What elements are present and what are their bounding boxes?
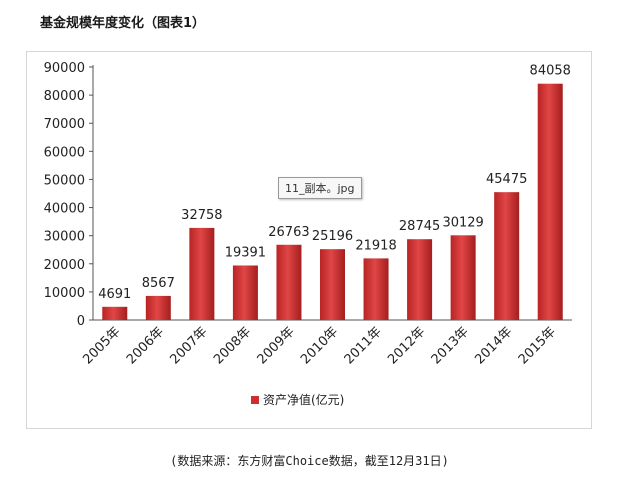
x-tick-label: 2007年	[167, 324, 210, 367]
x-tick-label: 2010年	[298, 324, 341, 367]
bar-value-label: 30129	[442, 215, 483, 230]
bar-value-label: 4691	[98, 287, 131, 302]
x-tick-label: 2013年	[429, 324, 472, 367]
legend-label: 资产净值(亿元)	[263, 392, 344, 407]
bar-value-label: 84058	[530, 64, 571, 79]
x-tick-label: 2006年	[124, 324, 167, 367]
bar-2007年	[189, 227, 215, 320]
chart-heading: 基金规模年度变化（图表1）	[40, 16, 206, 31]
bar-2010年	[320, 249, 345, 320]
y-tick-label: 30000	[44, 230, 85, 245]
bar-value-label: 26763	[268, 225, 309, 240]
y-tick-label: 40000	[44, 202, 85, 217]
bar-value-label: 45475	[486, 172, 527, 187]
x-tick-label: 2012年	[385, 324, 428, 367]
x-tick-label: 2009年	[255, 324, 298, 367]
bar-2006年	[145, 295, 171, 320]
bar-value-label: 25196	[312, 229, 353, 244]
x-tick-label: 2005年	[80, 324, 123, 367]
x-tick-label: 2008年	[211, 324, 254, 367]
y-tick-label: 70000	[44, 117, 85, 132]
bar-value-label: 19391	[225, 245, 266, 260]
bar-2008年	[232, 265, 258, 320]
y-tick-label: 50000	[44, 173, 85, 188]
bar-value-label: 28745	[399, 219, 440, 234]
bar-2011年	[363, 258, 389, 320]
image-filename-tooltip: 11_副本。jpg	[278, 177, 362, 199]
y-tick-label: 60000	[44, 145, 85, 160]
y-tick-label: 10000	[44, 286, 85, 301]
bar-value-label: 21918	[355, 238, 396, 253]
data-source-note: (数据来源：东方财富Choice数据，截至12月31日)	[170, 454, 449, 468]
bar-2013年	[450, 235, 476, 320]
x-tick-label: 2011年	[342, 324, 385, 367]
bar-2012年	[407, 239, 433, 320]
x-tick-label: 2014年	[472, 324, 515, 367]
x-tick-label: 2015年	[516, 324, 559, 367]
bar-value-label: 8567	[142, 276, 175, 291]
y-tick-label: 80000	[44, 89, 85, 104]
bar-2014年	[494, 192, 520, 320]
bar-2005年	[102, 306, 128, 320]
y-tick-label: 20000	[44, 258, 85, 273]
bar-2015年	[537, 83, 563, 321]
legend-swatch	[251, 396, 259, 404]
bar-2009年	[276, 244, 302, 320]
bar-value-label: 32758	[181, 208, 222, 223]
y-tick-label: 0	[77, 314, 85, 329]
y-tick-label: 90000	[44, 61, 85, 76]
